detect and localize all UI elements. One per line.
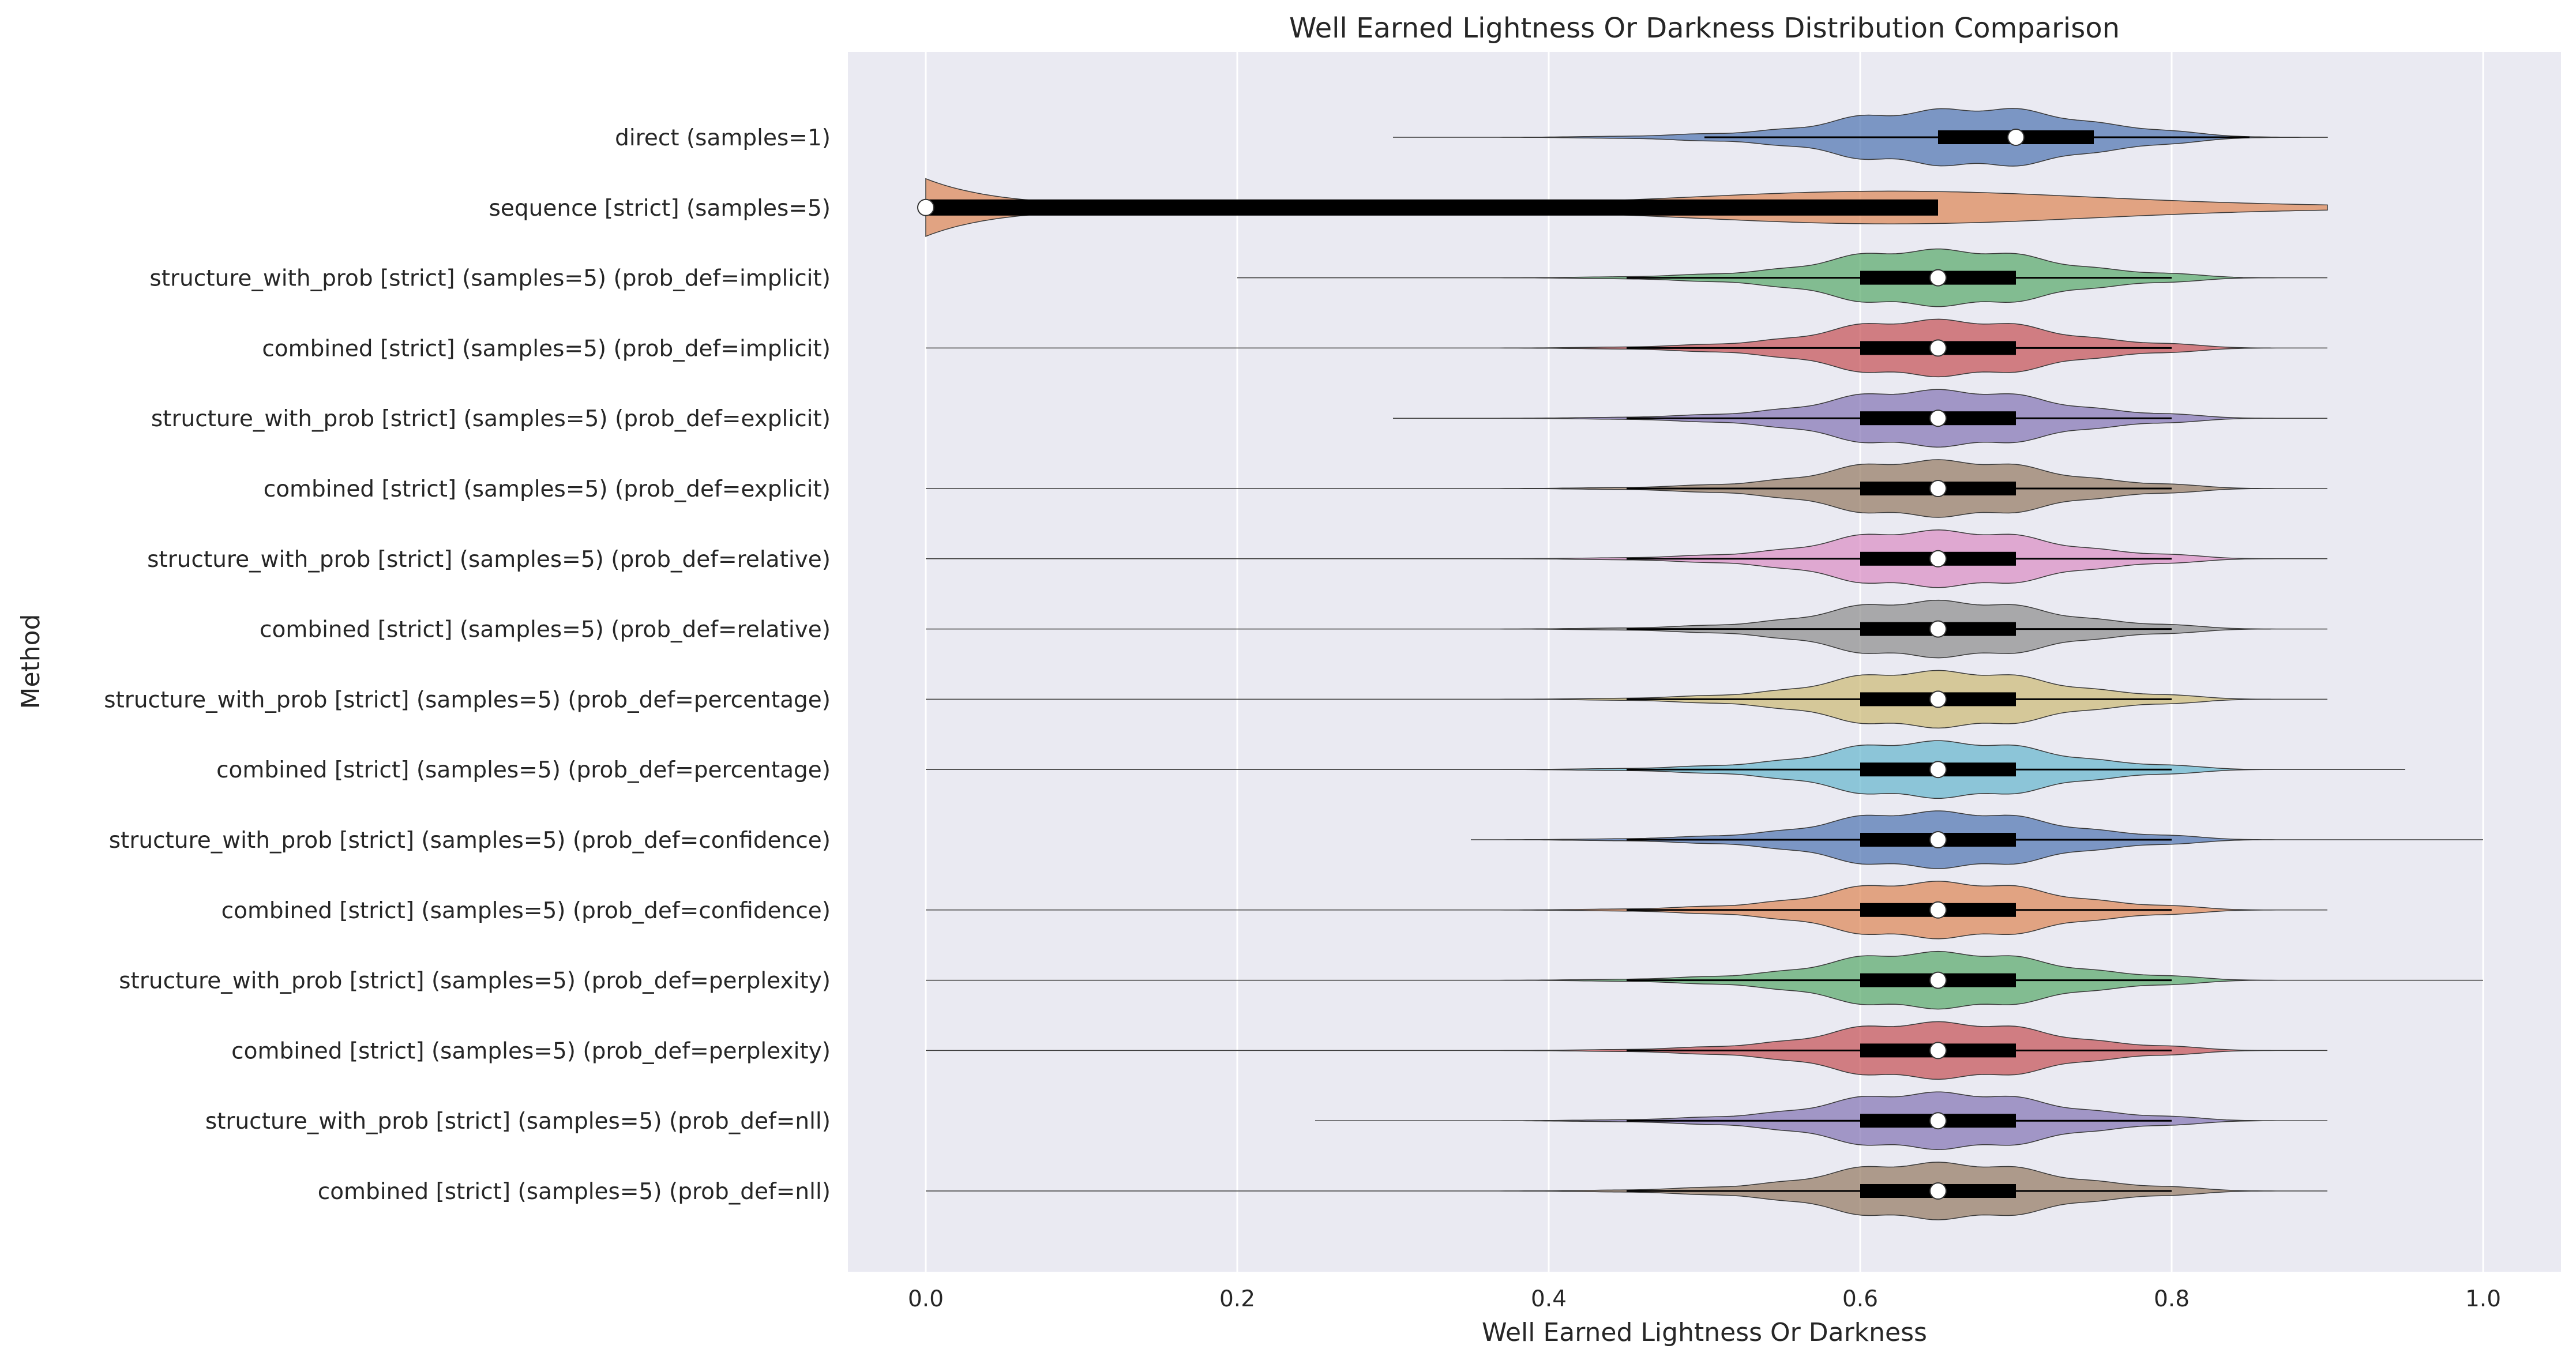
y-tick-label: combined [strict] (samples=5) (prob_def=… <box>318 1179 831 1205</box>
inner-boxes <box>917 129 2250 1200</box>
x-tick-labels: 0.0 0.2 0.4 0.6 0.8 1.0 <box>908 1286 2501 1312</box>
median-marker <box>1929 550 1947 568</box>
y-tick-label: combined [strict] (samples=5) (prob_def=… <box>262 336 831 362</box>
y-tick-label: direct (samples=1) <box>615 125 831 151</box>
median-marker <box>1929 1112 1947 1130</box>
y-tick-label: combined [strict] (samples=5) (prob_def=… <box>216 757 831 783</box>
x-tick-label: 0.6 <box>1842 1286 1878 1312</box>
median-marker <box>1929 1182 1947 1200</box>
median-marker <box>917 198 934 216</box>
median-marker <box>2007 129 2025 146</box>
chart-title: Well Earned Lightness Or Darkness Distri… <box>1289 12 2120 44</box>
y-tick-label: combined [strict] (samples=5) (prob_def=… <box>260 617 831 643</box>
median-marker <box>1929 971 1947 989</box>
median-marker <box>1929 1042 1947 1059</box>
x-axis-label: Well Earned Lightness Or Darkness <box>1482 1318 1927 1347</box>
x-tick-label: 0.8 <box>2154 1286 2190 1312</box>
y-tick-label: structure_with_prob [strict] (samples=5)… <box>147 547 831 573</box>
y-tick-label: structure_with_prob [strict] (samples=5)… <box>104 687 831 713</box>
y-tick-label: structure_with_prob [strict] (samples=5)… <box>109 828 831 854</box>
y-tick-labels: direct (samples=1) sequence [strict] (sam… <box>104 125 831 1205</box>
median-marker <box>1929 690 1947 708</box>
plot-background <box>848 52 2561 1272</box>
violin-box <box>926 199 1938 216</box>
median-marker <box>1929 620 1947 638</box>
y-tick-label: structure_with_prob [strict] (samples=5)… <box>119 968 831 994</box>
x-tick-label: 0.4 <box>1531 1286 1567 1312</box>
median-marker <box>1929 339 1947 357</box>
y-tick-label: sequence [strict] (samples=5) <box>489 196 831 221</box>
y-tick-label: combined [strict] (samples=5) (prob_def=… <box>231 1038 831 1064</box>
median-marker <box>1929 761 1947 779</box>
x-tick-label: 0.0 <box>908 1286 944 1312</box>
median-marker <box>1929 269 1947 287</box>
y-tick-label: structure_with_prob [strict] (samples=5)… <box>149 266 831 292</box>
y-tick-label: combined [strict] (samples=5) (prob_def=… <box>264 476 831 502</box>
y-tick-label: structure_with_prob [strict] (samples=5)… <box>205 1109 831 1134</box>
x-tick-label: 0.2 <box>1219 1286 1255 1312</box>
x-tick-label: 1.0 <box>2465 1286 2501 1312</box>
median-marker <box>1929 480 1947 497</box>
y-tick-label: structure_with_prob [strict] (samples=5)… <box>151 406 831 432</box>
median-marker <box>1929 831 1947 848</box>
median-marker <box>1929 409 1947 427</box>
y-axis-label: Method <box>16 614 46 709</box>
y-tick-label: combined [strict] (samples=5) (prob_def=… <box>221 898 831 924</box>
median-marker <box>1929 901 1947 919</box>
